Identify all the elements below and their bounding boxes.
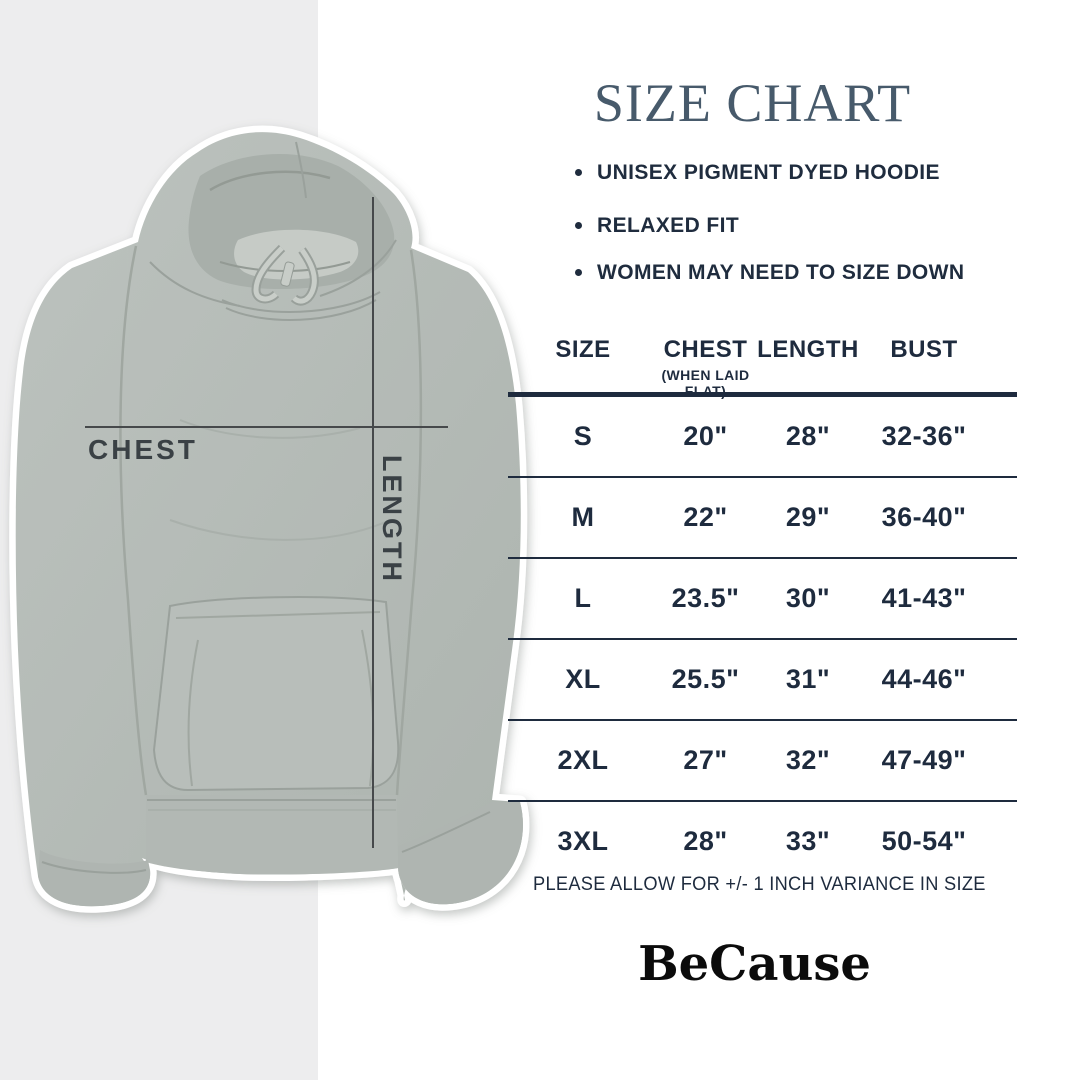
size-cell: L <box>574 583 592 613</box>
chest-cell: 20" <box>683 421 728 451</box>
feature-item: UNISEX PIGMENT DYED HOODIE <box>508 160 1017 185</box>
bust-cell: 32-36" <box>881 421 967 451</box>
table-row: 2XL 27" 32" 47-49" <box>508 719 1017 800</box>
variance-note: PLEASE ALLOW FOR +/- 1 INCH VARIANCE IN … <box>533 874 986 895</box>
column-header-chest-sub: (WHEN LAID FLAT) <box>661 367 750 399</box>
hood-seam <box>295 141 307 199</box>
brand-logo: BeCause <box>638 936 871 992</box>
size-cell: M <box>571 502 595 532</box>
kangaroo-pocket <box>152 596 400 792</box>
chest-cell: 28" <box>683 826 728 856</box>
drawstrings <box>251 244 319 306</box>
feature-item: RELAXED FIT <box>508 213 1017 238</box>
chest-cell: 22" <box>683 502 728 532</box>
armhole-seam-right <box>395 249 423 796</box>
feature-text: UNISEX PIGMENT DYED HOODIE <box>597 161 940 184</box>
bust-cell: 50-54" <box>881 826 967 856</box>
length-label: LENGTH <box>377 455 407 584</box>
neckline-seam <box>225 299 377 321</box>
armhole-seam-left <box>119 245 148 796</box>
feature-text: RELAXED FIT <box>597 214 740 237</box>
chest-cell: 23.5" <box>671 583 740 613</box>
hood-fold-line <box>209 170 331 192</box>
column-header-size: SIZE <box>555 336 611 363</box>
table-row: S 20" 28" 32-36" <box>508 397 1017 476</box>
hood-fleece-patch <box>234 229 359 280</box>
size-cell: 3XL <box>557 826 609 856</box>
chest-cell: 27" <box>683 745 728 775</box>
hoodie-photo: CHEST LENGTH <box>9 125 530 913</box>
table-row: XL 25.5" 31" 44-46" <box>508 638 1017 719</box>
size-cell: S <box>573 421 593 451</box>
feature-item: WOMEN MAY NEED TO SIZE DOWN <box>508 260 1017 285</box>
page-title: SIZE CHART <box>593 73 912 133</box>
length-cell: 29" <box>785 502 831 532</box>
length-cell: 31" <box>785 664 831 694</box>
bust-cell: 41-43" <box>881 583 967 613</box>
table-row: M 22" 29" 36-40" <box>508 476 1017 557</box>
neckline-seam <box>221 291 381 313</box>
drawstring-right <box>292 248 317 304</box>
bust-cell: 47-49" <box>881 745 967 775</box>
table-header-row: SIZE CHEST (WHEN LAID FLAT) LENGTH BUST <box>508 330 1017 399</box>
bust-cell: 44-46" <box>881 664 967 694</box>
fabric-wrinkle <box>169 519 391 541</box>
bullet-dot-icon <box>575 222 582 229</box>
column-header-bust: BUST <box>890 336 958 363</box>
length-cell: 30" <box>785 583 831 613</box>
drawstring-left <box>253 246 284 302</box>
chest-cell: 25.5" <box>671 664 740 694</box>
bullet-dot-icon <box>575 169 582 176</box>
hem-band <box>146 795 398 875</box>
bust-cell: 36-40" <box>881 502 967 532</box>
cuff-left <box>38 850 151 907</box>
size-cell: XL <box>565 664 601 694</box>
size-table: SIZE CHEST (WHEN LAID FLAT) LENGTH BUST S… <box>508 330 1017 881</box>
drawstring-aglet <box>280 261 295 287</box>
chest-label: CHEST <box>88 434 198 465</box>
feature-text: WOMEN MAY NEED TO SIZE DOWN <box>597 261 965 284</box>
length-cell: 28" <box>785 421 831 451</box>
length-cell: 33" <box>785 826 831 856</box>
column-header-length: LENGTH <box>757 336 859 363</box>
info-panel: SIZE CHART UNISEX PIGMENT DYED HOODIE RE… <box>508 0 1017 1080</box>
table-row: 3XL 28" 33" 50-54" <box>508 800 1017 881</box>
length-cell: 32" <box>785 745 831 775</box>
cuff-right <box>398 802 523 905</box>
feature-list: UNISEX PIGMENT DYED HOODIE RELAXED FIT W… <box>508 160 1017 313</box>
column-header-chest: CHEST (WHEN LAID FLAT) <box>658 330 753 399</box>
hood-drape-line <box>319 239 397 297</box>
size-cell: 2XL <box>557 745 609 775</box>
bullet-dot-icon <box>575 269 582 276</box>
table-row: L 23.5" 30" 41-43" <box>508 557 1017 638</box>
